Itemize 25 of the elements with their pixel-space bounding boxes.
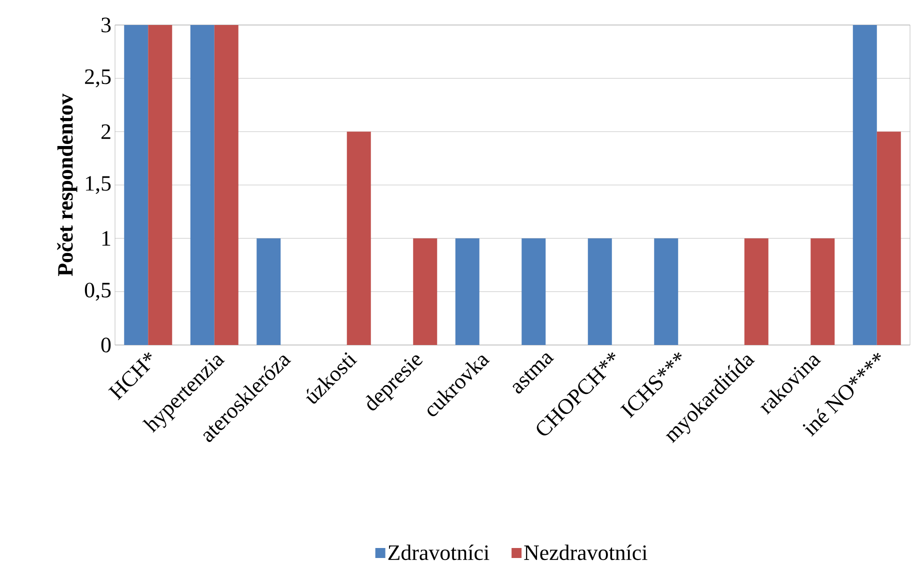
bar — [455, 238, 480, 345]
bar — [148, 24, 172, 345]
y-tick-label: 1 — [102, 231, 110, 246]
bar — [654, 238, 678, 345]
bar — [852, 24, 877, 345]
y-tick-label: 0,5 — [84, 282, 111, 301]
bar — [876, 132, 901, 345]
y-tick-label: 2 — [101, 124, 110, 139]
legend-label: Zdravotníci — [388, 544, 490, 560]
y-tick-label: 1,5 — [86, 176, 111, 194]
bar — [810, 238, 835, 345]
bar — [190, 24, 214, 345]
bar — [413, 238, 438, 345]
y-axis-title: Počet respondentov — [57, 94, 78, 276]
bar — [522, 238, 546, 345]
legend-label: Nezdravotníci — [524, 544, 648, 560]
bar — [256, 238, 281, 345]
y-tick-label: 2,5 — [85, 69, 111, 88]
bar — [588, 238, 612, 345]
bar — [346, 132, 371, 345]
y-tick-label: 0 — [101, 338, 111, 352]
bar — [124, 24, 148, 345]
bar — [214, 24, 238, 345]
y-tick-label: 3 — [102, 18, 111, 32]
bar — [744, 238, 768, 345]
